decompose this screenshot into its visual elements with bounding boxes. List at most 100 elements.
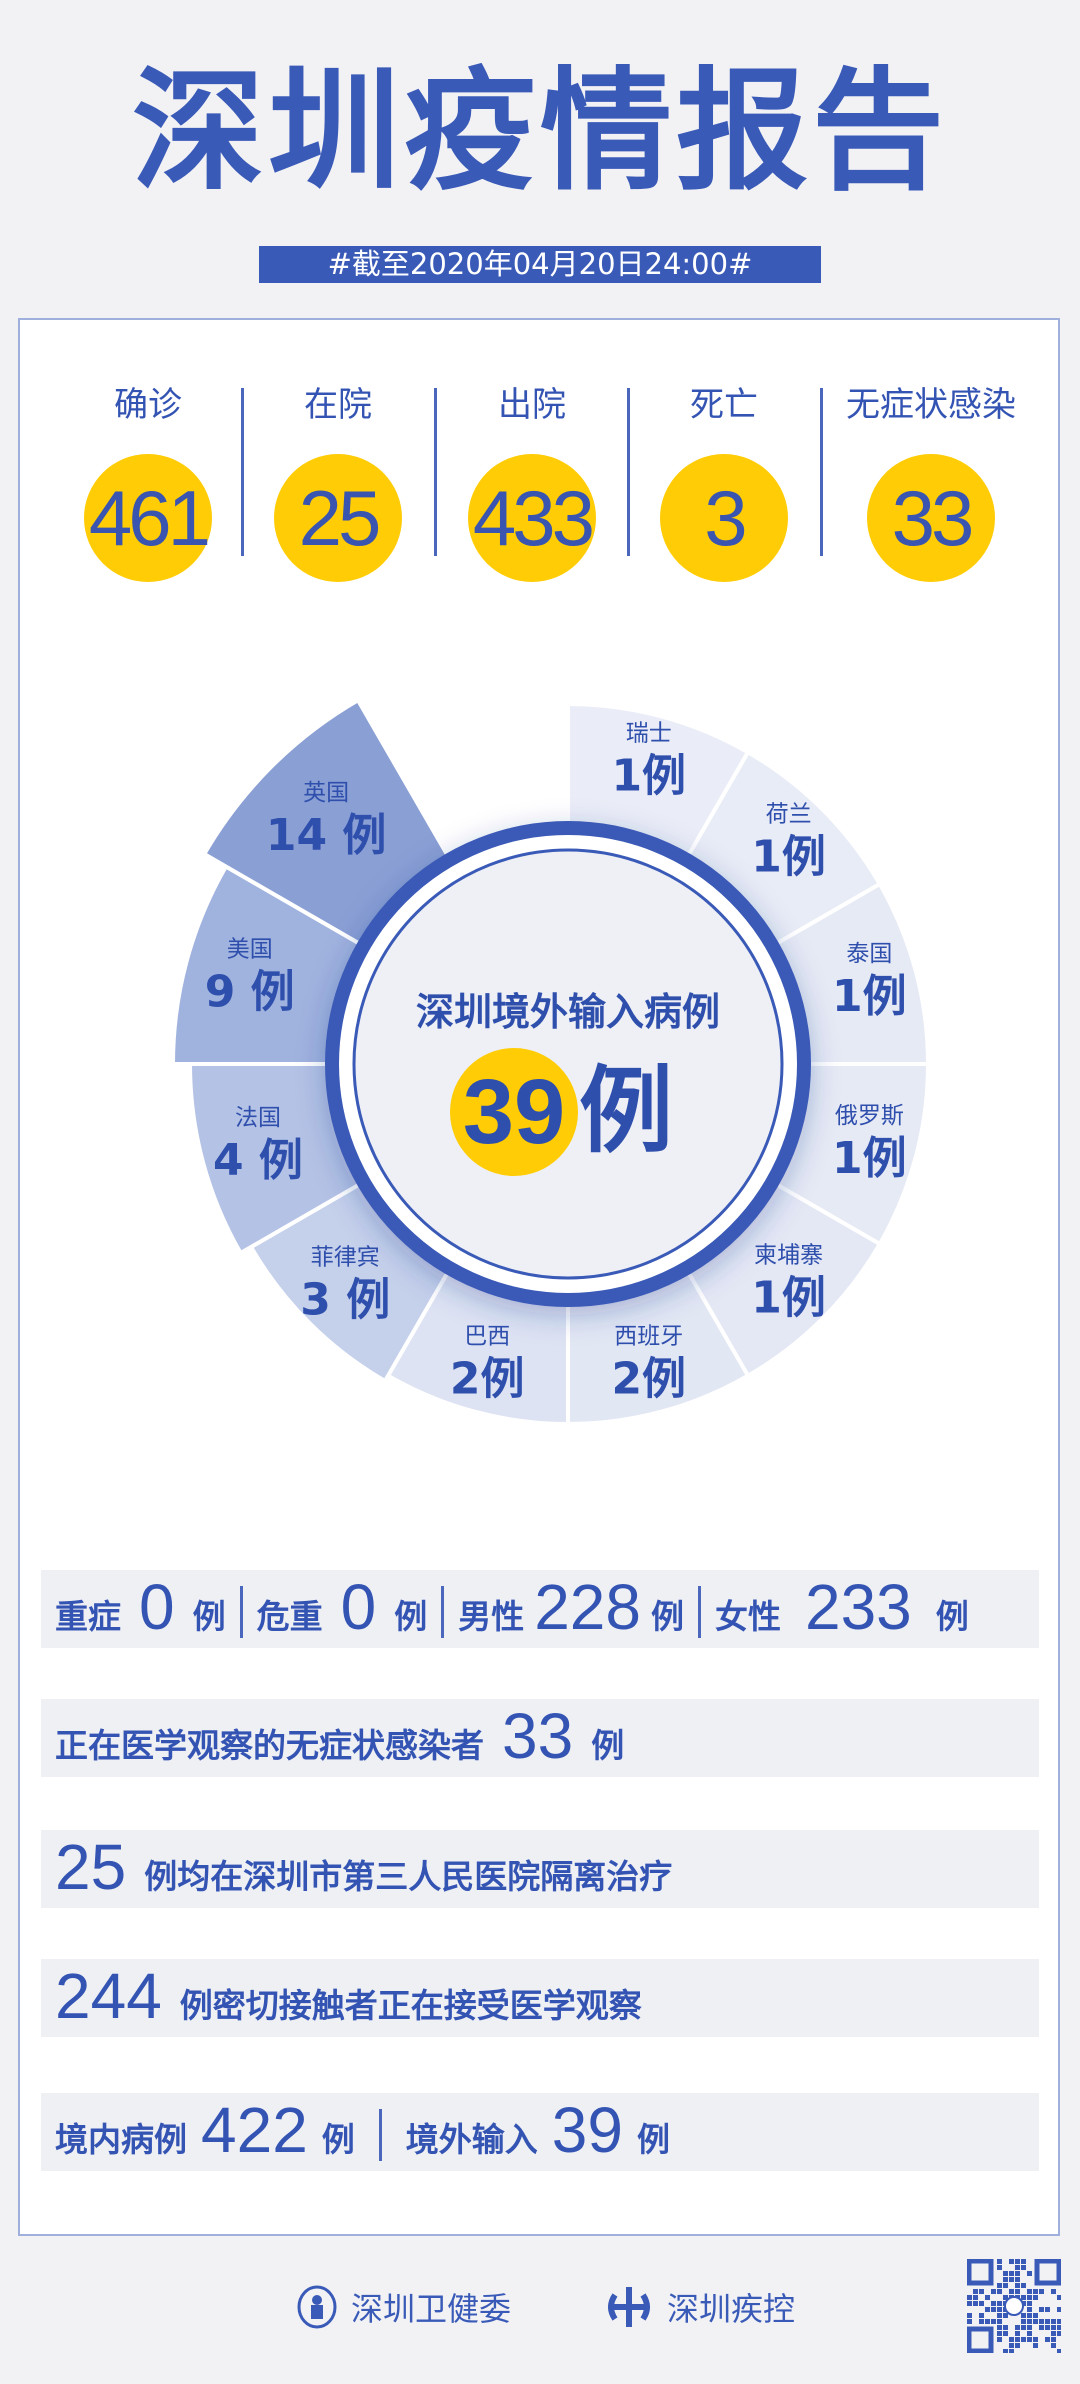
segment-country-label: 泰国	[846, 941, 892, 967]
report-card	[18, 318, 1060, 2236]
qr-module	[1027, 2271, 1032, 2276]
severe-label: 重症	[55, 1597, 121, 1636]
qr-module	[967, 2301, 972, 2306]
qr-module	[991, 2319, 996, 2324]
qr-module	[997, 2259, 1002, 2264]
qr-module	[1015, 2343, 1020, 2348]
hospital-row: 25 例均在深圳市第三人民医院隔离治疗	[41, 1830, 1039, 1908]
qr-module	[1039, 2307, 1044, 2312]
qr-module	[1027, 2295, 1032, 2300]
qr-module	[1027, 2289, 1032, 2294]
qr-module	[997, 2289, 1002, 2294]
qr-module	[1003, 2277, 1008, 2282]
qr-module	[1033, 2337, 1038, 2342]
qr-module	[997, 2265, 1002, 2270]
footer-org-health-commission: 深圳卫健委	[297, 2284, 511, 2330]
critical-label: 危重	[256, 1597, 323, 1636]
segment-count-label: 1例	[832, 1133, 907, 1184]
qr-module	[1051, 2319, 1056, 2324]
qr-module	[1009, 2349, 1014, 2353]
divider	[697, 1586, 701, 1638]
qr-module	[1021, 2319, 1026, 2324]
unit: 例	[636, 2120, 670, 2159]
segment-country-label: 巴西	[464, 1323, 510, 1349]
qr-module	[1051, 2289, 1056, 2294]
qr-module	[967, 2313, 972, 2318]
stat-value: 25	[274, 454, 402, 582]
org-name: 深圳疾控	[667, 2290, 796, 2328]
qr-module	[1021, 2259, 1026, 2264]
qr-module	[973, 2301, 978, 2306]
imported-value: 39	[551, 2094, 623, 2166]
qr-module	[1009, 2271, 1014, 2276]
contacts-text: 例密切接触者正在接受医学观察	[179, 1986, 642, 2025]
stat-in-hospital: 在院 25	[243, 380, 433, 582]
segment-count-label: 4 例	[213, 1135, 303, 1186]
asymptomatic-row: 正在医学观察的无症状感染者 33 例	[41, 1699, 1039, 1777]
hospitalized-value: 25	[55, 1831, 127, 1903]
unit: 例	[394, 1597, 428, 1636]
cdc-logo-icon	[608, 2287, 650, 2327]
qr-module	[997, 2325, 1002, 2330]
qr-module	[1027, 2307, 1032, 2312]
qr-module	[985, 2295, 990, 2300]
qr-module	[1003, 2349, 1008, 2353]
qr-module	[1015, 2331, 1020, 2336]
qr-module	[1039, 2325, 1044, 2330]
divider	[627, 388, 630, 556]
qr-module	[979, 2289, 984, 2294]
qr-module	[1045, 2325, 1050, 2330]
segment-count-label: 1例	[751, 1273, 826, 1324]
segment-count-label: 3 例	[300, 1275, 390, 1326]
stat-label: 确诊	[114, 385, 182, 425]
qr-module	[1003, 2271, 1008, 2276]
stat-confirmed: 确诊 461	[53, 380, 243, 582]
imported-label: 境外输入	[405, 2120, 538, 2159]
qr-module	[967, 2319, 972, 2324]
qr-module	[1015, 2283, 1020, 2288]
chart-total: 39	[463, 1061, 565, 1163]
qr-module	[1039, 2289, 1044, 2294]
segment-country-label: 俄罗斯	[835, 1103, 904, 1129]
divider	[820, 388, 823, 556]
contacts-row: 244 例密切接触者正在接受医学观察	[41, 1959, 1039, 2037]
qr-module	[1051, 2343, 1056, 2348]
segment-count-label: 14 例	[266, 810, 387, 861]
severity-gender-row: 重症 0 例 危重 0 例 男性 228 例 女性 233 例	[41, 1570, 1039, 1648]
divider	[239, 1586, 243, 1638]
qr-module	[1033, 2289, 1038, 2294]
qr-module	[1021, 2313, 1026, 2318]
qr-module	[991, 2301, 996, 2306]
qr-module	[1051, 2331, 1056, 2336]
qr-module	[1057, 2325, 1061, 2330]
divider	[441, 1586, 445, 1638]
qr-module	[1057, 2319, 1061, 2324]
qr-module	[1021, 2283, 1026, 2288]
segment-count-label: 9 例	[205, 967, 295, 1018]
qr-module	[1003, 2325, 1008, 2330]
divider	[378, 2109, 382, 2161]
contacts-value: 244	[55, 1960, 162, 2032]
qr-module	[973, 2289, 978, 2294]
qr-module	[997, 2313, 1002, 2318]
qr-module	[1009, 2277, 1014, 2282]
qr-module	[1057, 2295, 1061, 2300]
qr-module	[1027, 2301, 1032, 2306]
qr-module	[967, 2295, 972, 2300]
stat-label: 无症状感染	[846, 385, 1016, 425]
stat-label: 在院	[304, 385, 372, 425]
asymptomatic-value: 33	[502, 1700, 574, 1772]
qr-module	[997, 2307, 1002, 2312]
qr-module	[1009, 2259, 1014, 2264]
stat-value: 433	[468, 454, 596, 582]
segment-count-label: 2例	[611, 1353, 686, 1404]
female-value: 233	[804, 1571, 912, 1643]
qr-module	[1009, 2289, 1014, 2294]
segment-country-label: 瑞士	[626, 721, 672, 747]
qr-code-icon	[967, 2259, 1061, 2353]
qr-module	[1015, 2277, 1020, 2282]
qr-module	[1045, 2337, 1050, 2342]
qr-module	[1033, 2343, 1038, 2348]
qr-module	[1015, 2265, 1020, 2270]
segment-country-label: 法国	[235, 1105, 281, 1131]
